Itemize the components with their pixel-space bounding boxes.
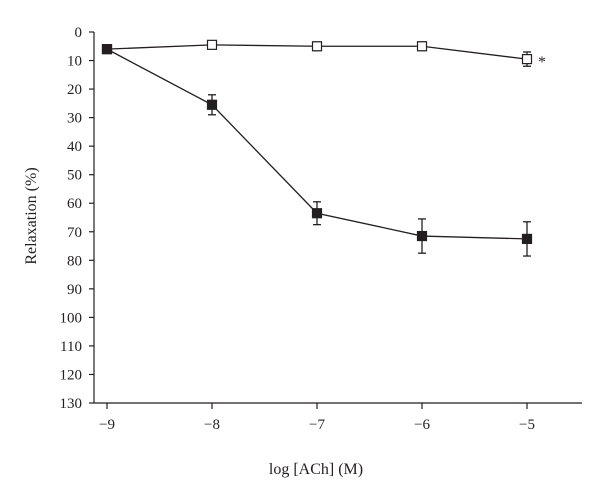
open-square-marker bbox=[521, 54, 533, 65]
y-tick-label: 10 bbox=[67, 54, 82, 70]
open-square-marker bbox=[206, 39, 218, 50]
x-tick-label: −5 bbox=[519, 417, 535, 433]
x-tick-label: −9 bbox=[99, 417, 115, 433]
filled-square-marker bbox=[206, 99, 218, 110]
filled-square-marker bbox=[101, 44, 113, 55]
y-tick-label: 90 bbox=[67, 282, 82, 298]
open-square-marker bbox=[416, 41, 428, 52]
y-axis-title: Relaxation (%) bbox=[23, 167, 40, 264]
axes: 0 10 20 30 40 50 60 70 80 90 100 110 120 130 −9 −8 −7 −6 −… bbox=[60, 25, 582, 433]
filled-square-marker bbox=[416, 230, 428, 242]
y-tick-label: 0 bbox=[75, 25, 83, 41]
y-tick-label: 110 bbox=[60, 339, 82, 355]
y-tick-label: 30 bbox=[67, 111, 82, 127]
y-tick-label: 40 bbox=[67, 139, 82, 155]
y-tick-label: 70 bbox=[67, 225, 82, 241]
open-square-marker bbox=[311, 41, 323, 52]
y-tick-label: 130 bbox=[60, 396, 83, 412]
series-layer: * bbox=[101, 39, 546, 257]
x-tick-label: −6 bbox=[414, 417, 430, 433]
y-tick-label: 20 bbox=[67, 82, 82, 98]
y-tick-label: 100 bbox=[60, 310, 83, 326]
y-tick-label: 50 bbox=[67, 168, 82, 184]
y-tick-label: 120 bbox=[60, 367, 83, 383]
x-tick-label: −8 bbox=[204, 417, 220, 433]
filled-square-marker bbox=[311, 208, 323, 219]
x-tick-label: −7 bbox=[309, 417, 325, 433]
significance-annotation: * bbox=[538, 54, 546, 71]
filled-square-marker bbox=[521, 233, 533, 245]
series-2 bbox=[101, 44, 533, 257]
x-axis-title: log [ACh] (M) bbox=[269, 461, 363, 478]
y-tick-label: 60 bbox=[67, 196, 82, 212]
series-1: * bbox=[101, 39, 546, 71]
y-tick-label: 80 bbox=[67, 253, 82, 269]
